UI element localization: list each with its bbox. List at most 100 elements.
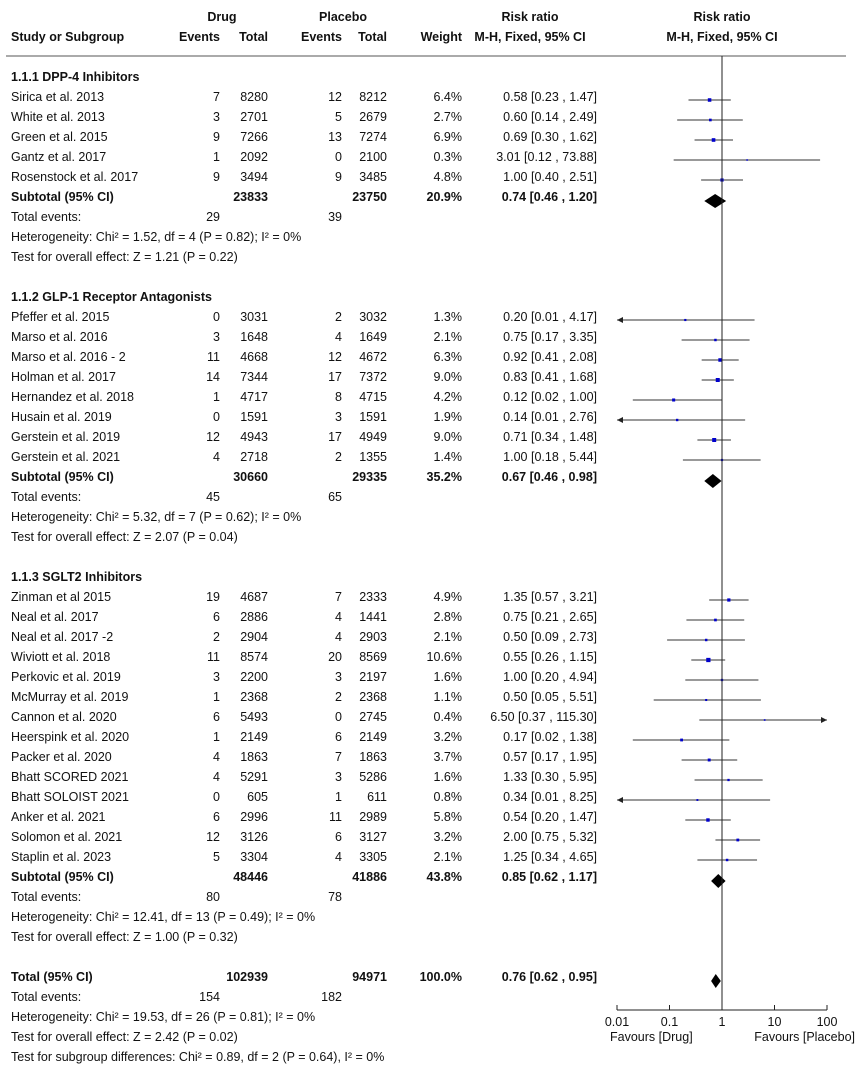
study-risk-ratio: 1.33 [0.30 , 5.95] — [503, 770, 597, 784]
pooled-diamond — [704, 194, 727, 208]
drug-events: 4 — [213, 750, 220, 764]
summary-text: Heterogeneity: Chi² = 19.53, df = 26 (P … — [11, 1010, 316, 1024]
subtotal-risk-ratio: 0.85 [0.62 , 1.17] — [501, 870, 597, 884]
study-weight: 0.3% — [433, 150, 463, 164]
drug-events: 1 — [213, 690, 220, 704]
placebo-events: 0 — [335, 150, 342, 164]
drug-total: 605 — [247, 790, 268, 804]
placebo-total: 1441 — [359, 610, 387, 624]
drug-events: 1 — [213, 150, 220, 164]
placebo-total: 7274 — [359, 130, 387, 144]
total-events-drug: 80 — [206, 890, 220, 904]
study-risk-ratio: 0.57 [0.17 , 1.95] — [503, 750, 597, 764]
study-name: Staplin et al. 2023 — [11, 850, 112, 864]
study-weight: 6.3% — [433, 350, 463, 364]
placebo-total: 1355 — [359, 450, 387, 464]
study-risk-ratio: 0.75 [0.21 , 2.65] — [503, 610, 597, 624]
study-weight: 5.8% — [433, 810, 463, 824]
study-name: Rosenstock et al. 2017 — [11, 170, 139, 184]
study-risk-ratio: 0.92 [0.41 , 2.08] — [503, 350, 597, 364]
x-tick-label: 1 — [719, 1015, 726, 1029]
summary-text: Total events: — [11, 210, 82, 224]
placebo-total: 1649 — [359, 330, 387, 344]
subtotal-placebo-total: 41886 — [352, 870, 387, 884]
study-name: Holman et al. 2017 — [11, 370, 116, 384]
study-name: Gerstein et al. 2019 — [11, 430, 121, 444]
summary-text: Heterogeneity: Chi² = 5.32, df = 7 (P = … — [11, 510, 302, 524]
placebo-total: 611 — [367, 790, 387, 804]
drug-total: 3126 — [240, 830, 268, 844]
drug-total: 2996 — [240, 810, 268, 824]
header-group1: Drug — [207, 10, 237, 24]
study-risk-ratio: 0.83 [0.41 , 1.68] — [503, 370, 597, 384]
x-tick-label: 10 — [768, 1015, 782, 1029]
study-name: Heerspink et al. 2020 — [11, 730, 130, 744]
drug-events: 11 — [207, 650, 220, 664]
effect-marker — [736, 838, 740, 842]
effect-marker — [763, 719, 766, 721]
placebo-events: 5 — [335, 110, 342, 124]
favours-placebo-label: Favours [Placebo] — [754, 1030, 855, 1044]
study-weight: 1.1% — [433, 690, 463, 704]
drug-events: 1 — [213, 390, 220, 404]
study-weight: 10.6% — [426, 650, 462, 664]
study-risk-ratio: 0.54 [0.20 , 1.47] — [503, 810, 597, 824]
drug-events: 6 — [213, 810, 220, 824]
summary-text: Heterogeneity: Chi² = 1.52, df = 4 (P = … — [11, 230, 302, 244]
header-events1: Events — [179, 30, 220, 44]
x-tick-label: 0.01 — [605, 1015, 629, 1029]
study-name: Packer et al. 2020 — [11, 750, 112, 764]
study-name: Anker et al. 2021 — [11, 810, 106, 824]
study-risk-ratio: 6.50 [0.37 , 115.30] — [490, 710, 597, 724]
study-weight: 1.9% — [433, 410, 463, 424]
study-weight: 2.1% — [433, 330, 463, 344]
study-name: Gantz et al. 2017 — [11, 150, 107, 164]
header-plot-method: M-H, Fixed, 95% CI — [666, 30, 778, 44]
placebo-events: 1 — [335, 790, 342, 804]
placebo-total: 5286 — [359, 770, 387, 784]
drug-events: 12 — [206, 830, 220, 844]
effect-marker — [704, 638, 708, 642]
drug-events: 0 — [213, 410, 220, 424]
total-events-placebo: 65 — [328, 490, 342, 504]
study-weight: 9.0% — [433, 430, 463, 444]
study-name: White et al. 2013 — [11, 110, 105, 124]
drug-total: 2886 — [240, 610, 268, 624]
placebo-events: 8 — [335, 390, 342, 404]
study-risk-ratio: 1.00 [0.20 , 4.94] — [503, 670, 597, 684]
effect-marker — [711, 138, 716, 142]
drug-total: 4687 — [240, 590, 268, 604]
drug-events: 0 — [213, 790, 220, 804]
effect-marker — [675, 418, 679, 422]
study-risk-ratio: 0.50 [0.09 , 2.73] — [503, 630, 597, 644]
placebo-total: 2333 — [359, 590, 387, 604]
drug-total: 2200 — [240, 670, 268, 684]
placebo-total: 1863 — [359, 750, 387, 764]
drug-total: 2701 — [240, 110, 268, 124]
effect-marker — [709, 118, 712, 122]
study-weight: 3.2% — [433, 830, 463, 844]
study-name: Husain et al. 2019 — [11, 410, 112, 424]
placebo-events: 7 — [335, 590, 342, 604]
drug-total: 1648 — [240, 330, 268, 344]
subtotal-weight: 20.9% — [426, 190, 462, 204]
placebo-events: 0 — [335, 710, 342, 724]
study-name: Marso et al. 2016 - 2 — [11, 350, 126, 364]
study-name: Cannon et al. 2020 — [11, 710, 117, 724]
study-weight: 2.7% — [433, 110, 463, 124]
placebo-total: 8212 — [359, 90, 387, 104]
drug-events: 3 — [213, 670, 220, 684]
effect-marker — [727, 778, 730, 782]
summary-text: Total events: — [11, 890, 82, 904]
drug-events: 2 — [213, 630, 220, 644]
drug-events: 12 — [206, 430, 220, 444]
total-events-drug: 29 — [206, 210, 220, 224]
subtotal-label: Total (95% CI) — [11, 970, 93, 984]
subgroup-heading: 1.1.1 DPP-4 Inhibitors — [11, 70, 140, 84]
study-weight: 2.1% — [433, 850, 463, 864]
study-name: Gerstein et al. 2021 — [11, 450, 121, 464]
subtotal-drug-total: 30660 — [233, 470, 268, 484]
drug-events: 9 — [213, 130, 220, 144]
placebo-events: 4 — [335, 850, 342, 864]
